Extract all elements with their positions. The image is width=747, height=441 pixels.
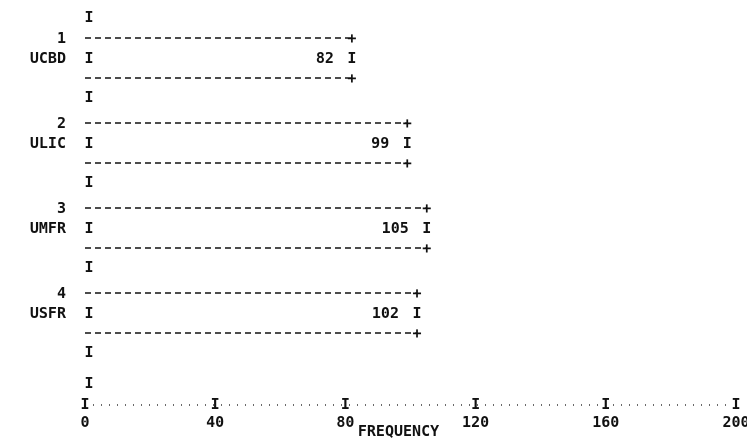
x-axis-tick-marker: I	[80, 395, 89, 413]
bar-right-marker: I	[422, 219, 431, 237]
bar-value-label: 82	[316, 49, 334, 67]
axis-marker-separator: I	[84, 173, 93, 191]
bar-left-marker: I	[84, 219, 93, 237]
bar-corner-plus: +	[422, 199, 431, 217]
bar-corner-plus: +	[347, 29, 356, 47]
x-axis-tick-marker: I	[731, 395, 740, 413]
category-number: 4	[57, 284, 66, 302]
bar-left-marker: I	[84, 304, 93, 322]
x-axis-tick-label: 200	[722, 413, 747, 431]
bar-corner-plus: +	[422, 239, 431, 257]
bar-right-marker: I	[412, 304, 421, 322]
category-number: 1	[57, 29, 66, 47]
category-label: UCBD	[30, 49, 66, 67]
bar-left-marker: I	[84, 134, 93, 152]
axis-marker-separator: I	[84, 88, 93, 106]
category-label: UMFR	[30, 219, 67, 237]
x-axis-tick-label: 120	[462, 413, 489, 431]
bar-corner-plus: +	[403, 154, 412, 172]
category-label: ULIC	[30, 134, 66, 152]
axis-marker-top: I	[84, 8, 93, 26]
axis-marker-separator: I	[84, 343, 93, 361]
category-label: USFR	[30, 304, 67, 322]
x-axis-tick-label: 160	[592, 413, 619, 431]
bar-right-marker: I	[347, 49, 356, 67]
x-axis-tick-marker: I	[601, 395, 610, 413]
bar-corner-plus: +	[412, 284, 421, 302]
x-axis-tick-label: 0	[80, 413, 89, 431]
bar-value-label: 105	[382, 219, 409, 237]
bar-value-label: 102	[372, 304, 399, 322]
axis-marker-separator: I	[84, 258, 93, 276]
x-axis-tick-marker: I	[341, 395, 350, 413]
bar-value-label: 99	[371, 134, 389, 152]
x-axis-tick-label: 40	[206, 413, 224, 431]
bar-corner-plus: +	[347, 69, 356, 87]
category-number: 3	[57, 199, 66, 217]
category-number: 2	[57, 114, 66, 132]
bar-right-marker: I	[403, 134, 412, 152]
x-axis-tick-marker: I	[211, 395, 220, 413]
x-axis-label: FREQUENCY	[358, 422, 439, 440]
bar-corner-plus: +	[403, 114, 412, 132]
x-axis-tick-marker: I	[471, 395, 480, 413]
bar-corner-plus: +	[412, 324, 421, 342]
bar-left-marker: I	[84, 49, 93, 67]
x-axis-tick-label: 80	[336, 413, 354, 431]
axis-marker-lower: I	[84, 374, 93, 392]
